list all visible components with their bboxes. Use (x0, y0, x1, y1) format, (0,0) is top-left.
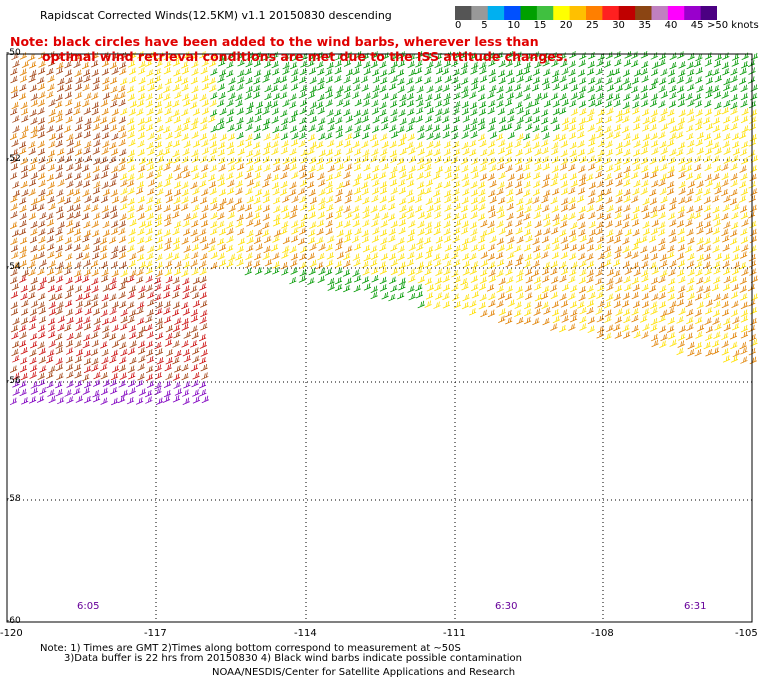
y-tick-label: -54 (6, 262, 21, 272)
wind-barbs (9, 50, 759, 406)
colorbar-swatch (504, 6, 521, 20)
colorbar-tick-label: 0 (455, 20, 462, 31)
x-tick-label: -117 (144, 628, 167, 639)
colorbar-swatch (667, 6, 685, 20)
colorbar-swatch (635, 6, 652, 20)
wind-speed-colorbar (455, 5, 718, 24)
x-tick-label: -108 (591, 628, 614, 639)
footer-note-2: 3)Data buffer is 22 hrs from 20150830 4)… (64, 653, 522, 664)
colorbar-tick-label: 40 (664, 20, 678, 31)
wind-barb-group (10, 275, 208, 382)
colorbar-swatch (684, 6, 702, 20)
wind-barb-group (9, 51, 759, 365)
footer-credit: NOAA/NESDIS/Center for Satellite Applica… (212, 667, 516, 678)
red-note: Note: black circles have been added to t… (10, 34, 568, 64)
colorbar-swatch (487, 6, 505, 20)
wind-barb-group (9, 378, 210, 406)
colorbar-tick-label: 10 (507, 20, 521, 31)
colorbar-swatch (455, 6, 472, 20)
colorbar-tick-label: 5 (481, 20, 488, 31)
y-tick-label: -58 (6, 494, 21, 504)
time-label-3: 6:31 (684, 601, 707, 612)
x-tick-label: -105 (735, 628, 758, 639)
colorbar-tick-label: 30 (612, 20, 625, 31)
x-tick-label: -111 (443, 628, 466, 639)
colorbar-tick-label: 25 (586, 20, 599, 31)
colorbar-swatch (569, 6, 587, 20)
map-title: Rapidscat Corrected Winds(12.5KM) v1.1 2… (40, 9, 392, 22)
y-tick-label: -52 (6, 154, 21, 164)
colorbar-tick-label: 35 (638, 20, 652, 31)
colorbar-swatch (471, 6, 489, 20)
wind-barb-group (9, 51, 209, 382)
map-frame (6, 53, 753, 623)
note-line-2: optimal wind retrieval conditions are me… (42, 49, 568, 64)
time-label-2: 6:30 (495, 601, 518, 612)
colorbar-swatch (586, 6, 603, 20)
colorbar-swatch (536, 6, 554, 20)
x-tick-label: -120 (0, 628, 23, 639)
map-grid (7, 54, 752, 622)
wind-barb-group (119, 51, 759, 363)
time-label-1: 6:05 (77, 601, 100, 612)
colorbar-swatch (553, 6, 571, 20)
wind-barb-group (209, 50, 759, 309)
colorbar-swatch (602, 6, 620, 20)
y-tick-label: -50 (6, 48, 21, 58)
colorbar-tick-label: 15 (533, 20, 547, 31)
colorbar-unit-label: >50 knots (707, 20, 759, 31)
y-tick-label: -60 (6, 616, 21, 626)
x-tick-label: -114 (294, 628, 317, 639)
colorbar-swatch (520, 6, 538, 20)
colorbar-swatch (618, 6, 636, 20)
y-tick-label: -56 (6, 376, 21, 386)
colorbar-swatch (651, 6, 669, 20)
colorbar-tick-label: 45 (690, 20, 704, 31)
colorbar-tick-label: 20 (559, 20, 573, 31)
footer-note-1: Note: 1) Times are GMT 2)Times along bot… (40, 643, 461, 654)
colorbar-swatch (700, 6, 718, 20)
note-line-1: Note: black circles have been added to t… (10, 34, 539, 49)
